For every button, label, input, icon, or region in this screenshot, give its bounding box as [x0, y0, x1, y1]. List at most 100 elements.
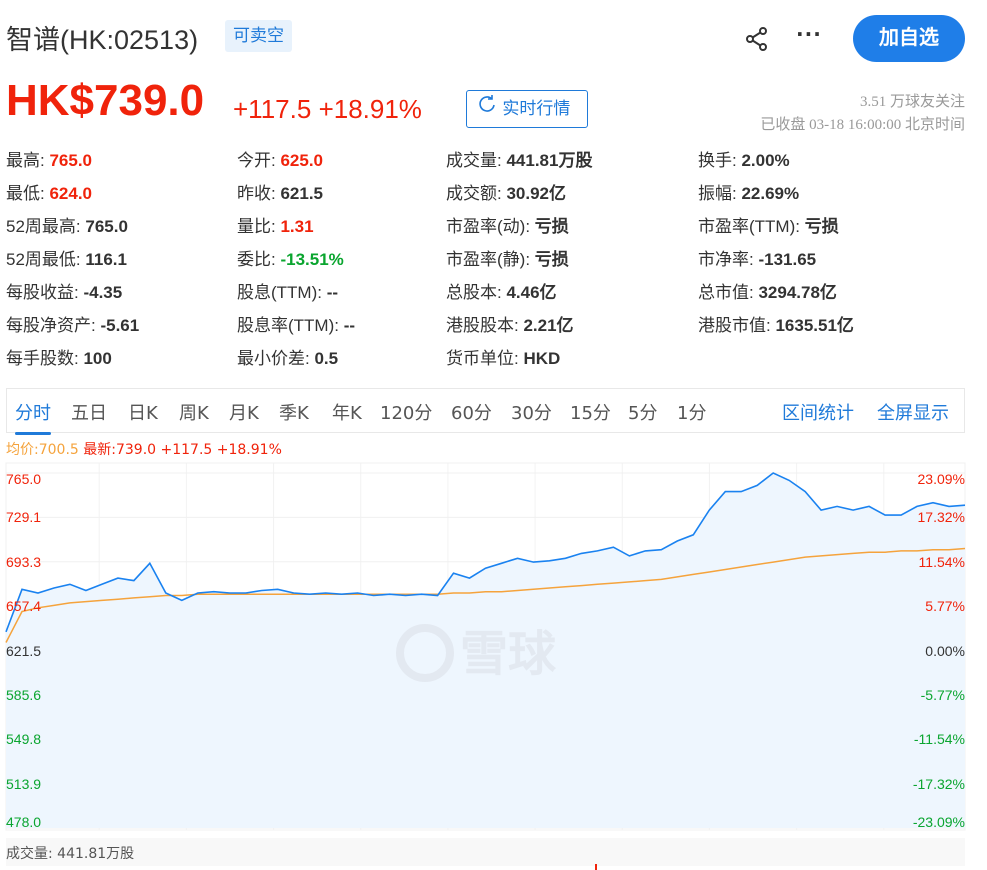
change-percent: +18.91%	[318, 94, 422, 124]
tab-11[interactable]: 5分	[628, 403, 658, 424]
stat-item: 港股股本: 2.21亿	[446, 311, 574, 336]
stat-value: 2.00%	[741, 151, 790, 170]
share-icon[interactable]	[744, 26, 770, 52]
stat-value: -131.65	[758, 250, 817, 269]
realtime-quote-button[interactable]: 实时行情	[466, 90, 588, 128]
stat-label: 市盈率(动):	[446, 217, 531, 236]
stat-item: 量比: 1.31	[237, 212, 314, 237]
short-sell-badge[interactable]: 可卖空	[225, 20, 292, 52]
chart-legend: 均价:700.5 最新:739.0 +117.5 +18.91%	[6, 439, 282, 459]
tab-5[interactable]: 季K	[279, 403, 309, 424]
tab-4[interactable]: 月K	[229, 403, 259, 424]
stat-item: 委比: -13.51%	[237, 245, 344, 270]
stat-label: 港股股本:	[446, 316, 519, 335]
xueqiu-logo-icon	[396, 624, 454, 682]
stat-item: 成交量: 441.81万股	[446, 146, 592, 171]
y-tick-label: 513.9	[6, 775, 42, 792]
stat-item: 最低: 624.0	[6, 179, 92, 204]
market-status: 已收盘 03-18 16:00:00 北京时间	[760, 117, 965, 133]
stat-value: --	[326, 283, 339, 302]
stat-value: 765.0	[49, 151, 93, 170]
y-tick-label: -11.54%	[913, 731, 965, 748]
tab-12[interactable]: 1分	[677, 403, 707, 424]
y-tick-label: 5.77%	[925, 598, 965, 615]
stat-label: 昨收:	[237, 184, 276, 203]
stat-item: 最小价差: 0.5	[237, 344, 338, 369]
stat-item: 货币单位: HKD	[446, 344, 560, 369]
avg-price-line	[5, 547, 966, 643]
stat-item: 每股净资产: -5.61	[6, 311, 139, 336]
stat-item: 52周最高: 765.0	[6, 212, 128, 237]
tab-8[interactable]: 60分	[451, 403, 492, 424]
stat-value: 3294.78亿	[758, 283, 837, 302]
tab-3[interactable]: 周K	[179, 403, 209, 424]
latest-price-legend: 最新:739.0 +117.5 +18.91%	[83, 442, 282, 458]
stat-item: 昨收: 621.5	[237, 179, 323, 204]
tab-0[interactable]: 分时	[15, 399, 51, 435]
stat-value: 22.69%	[741, 184, 800, 203]
y-tick-label: 693.3	[6, 553, 42, 570]
stat-label: 每股收益:	[6, 283, 79, 302]
stat-value: 0.5	[314, 349, 339, 368]
stat-label: 港股市值:	[698, 316, 771, 335]
stat-value: -4.35	[83, 283, 123, 302]
stat-label: 每手股数:	[6, 349, 79, 368]
tab-9[interactable]: 30分	[511, 403, 552, 424]
y-tick-label: 11.54%	[918, 553, 965, 570]
stat-item: 最高: 765.0	[6, 146, 92, 171]
tab-1[interactable]: 五日	[71, 403, 107, 424]
stat-item: 总股本: 4.46亿	[446, 278, 557, 303]
current-price: HK$739.0	[6, 76, 205, 125]
stat-value: HKD	[523, 349, 561, 368]
y-tick-label: 621.5	[6, 642, 42, 659]
stat-value: 624.0	[49, 184, 93, 203]
stat-value: -13.51%	[280, 250, 344, 269]
stat-label: 股息率(TTM):	[237, 316, 339, 335]
stat-label: 市盈率(静):	[446, 250, 531, 269]
stock-title: 智谱(HK:02513)	[6, 25, 199, 55]
range-stats-button[interactable]: 区间统计	[782, 403, 854, 424]
volume-bar	[595, 864, 597, 870]
stat-item: 每手股数: 100	[6, 344, 112, 369]
tab-2[interactable]: 日K	[128, 403, 158, 424]
tab-10[interactable]: 15分	[570, 403, 611, 424]
stat-item: 市盈率(静): 亏损	[446, 245, 569, 270]
stat-item: 市净率: -131.65	[698, 245, 816, 270]
stat-label: 委比:	[237, 250, 276, 269]
avg-price-legend: 均价:700.5	[6, 442, 79, 458]
stat-value: 621.5	[280, 184, 324, 203]
stat-item: 市盈率(动): 亏损	[446, 212, 569, 237]
stat-value: 亏损	[804, 217, 839, 236]
stat-label: 总股本:	[446, 283, 502, 302]
more-icon[interactable]: ···	[796, 22, 822, 46]
stat-label: 换手:	[698, 151, 737, 170]
intraday-chart[interactable]: 雪球	[0, 460, 987, 838]
stat-label: 成交量:	[446, 151, 502, 170]
tab-7[interactable]: 120分	[380, 403, 433, 424]
y-tick-label: -17.32%	[912, 775, 965, 792]
stat-item: 股息率(TTM): --	[237, 311, 355, 336]
fullscreen-button[interactable]: 全屏显示	[877, 403, 949, 424]
stat-item: 港股市值: 1635.51亿	[698, 311, 854, 336]
stat-value: 100	[83, 349, 112, 368]
stat-value: 1.31	[280, 217, 314, 236]
y-tick-label: 17.32%	[917, 509, 965, 526]
y-tick-label: 585.6	[6, 686, 42, 703]
stat-label: 成交额:	[446, 184, 502, 203]
stat-item: 市盈率(TTM): 亏损	[698, 212, 839, 237]
add-watchlist-button[interactable]: 加自选	[853, 15, 965, 62]
followers-count: 3.51 万球友关注	[859, 94, 965, 110]
volume-label: 成交量: 441.81万股	[6, 846, 135, 862]
stat-label: 量比:	[237, 217, 276, 236]
stat-label: 股息(TTM):	[237, 283, 322, 302]
stat-item: 总市值: 3294.78亿	[698, 278, 837, 303]
price-area-fill	[6, 473, 965, 828]
y-tick-label: 729.1	[6, 509, 42, 526]
stat-label: 每股净资产:	[6, 316, 96, 335]
tab-6[interactable]: 年K	[332, 403, 362, 424]
stat-label: 市净率:	[698, 250, 754, 269]
stat-label: 市盈率(TTM):	[698, 217, 800, 236]
y-tick-label: -5.77%	[920, 686, 965, 703]
stat-item: 振幅: 22.69%	[698, 179, 799, 204]
stat-label: 今开:	[237, 151, 276, 170]
